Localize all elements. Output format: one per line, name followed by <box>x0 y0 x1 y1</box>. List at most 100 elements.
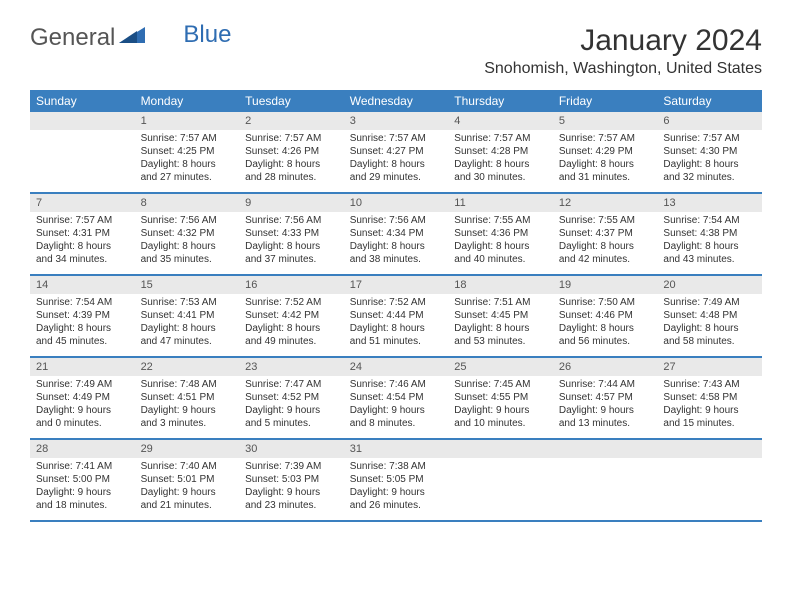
day-line: Sunrise: 7:54 AM <box>36 296 129 309</box>
day-body: Sunrise: 7:55 AMSunset: 4:37 PMDaylight:… <box>553 212 658 272</box>
day-body: Sunrise: 7:52 AMSunset: 4:44 PMDaylight:… <box>344 294 449 354</box>
day-cell: 20Sunrise: 7:49 AMSunset: 4:48 PMDayligh… <box>657 276 762 356</box>
day-number: 28 <box>30 440 135 458</box>
day-number: 25 <box>448 358 553 376</box>
week-row: 28Sunrise: 7:41 AMSunset: 5:00 PMDayligh… <box>30 440 762 522</box>
day-line: Daylight: 9 hours <box>245 486 338 499</box>
day-line: Daylight: 8 hours <box>663 322 756 335</box>
day-line: and 23 minutes. <box>245 499 338 512</box>
day-cell: 6Sunrise: 7:57 AMSunset: 4:30 PMDaylight… <box>657 112 762 192</box>
day-line: Sunrise: 7:38 AM <box>350 460 443 473</box>
day-cell: 16Sunrise: 7:52 AMSunset: 4:42 PMDayligh… <box>239 276 344 356</box>
day-line: Daylight: 9 hours <box>141 486 234 499</box>
day-line: Daylight: 8 hours <box>559 158 652 171</box>
day-line: Sunrise: 7:52 AM <box>245 296 338 309</box>
logo-text-general: General <box>30 24 115 52</box>
calendar: SundayMondayTuesdayWednesdayThursdayFrid… <box>30 90 762 522</box>
day-line: and 58 minutes. <box>663 335 756 348</box>
day-number: 17 <box>344 276 449 294</box>
day-line: and 31 minutes. <box>559 171 652 184</box>
day-header-cell: Tuesday <box>239 90 344 112</box>
day-body: Sunrise: 7:49 AMSunset: 4:48 PMDaylight:… <box>657 294 762 354</box>
day-line: Daylight: 8 hours <box>350 240 443 253</box>
day-body: Sunrise: 7:56 AMSunset: 4:32 PMDaylight:… <box>135 212 240 272</box>
day-cell: 22Sunrise: 7:48 AMSunset: 4:51 PMDayligh… <box>135 358 240 438</box>
day-cell: 26Sunrise: 7:44 AMSunset: 4:57 PMDayligh… <box>553 358 658 438</box>
day-body <box>30 130 135 138</box>
day-number: 13 <box>657 194 762 212</box>
day-line: and 28 minutes. <box>245 171 338 184</box>
day-header-cell: Saturday <box>657 90 762 112</box>
day-line: Sunset: 4:36 PM <box>454 227 547 240</box>
day-line: Sunset: 4:42 PM <box>245 309 338 322</box>
day-body: Sunrise: 7:54 AMSunset: 4:39 PMDaylight:… <box>30 294 135 354</box>
day-line: Sunset: 4:34 PM <box>350 227 443 240</box>
day-body: Sunrise: 7:57 AMSunset: 4:30 PMDaylight:… <box>657 130 762 190</box>
day-line: Sunset: 4:46 PM <box>559 309 652 322</box>
day-number: 1 <box>135 112 240 130</box>
day-header-cell: Wednesday <box>344 90 449 112</box>
day-line: Daylight: 8 hours <box>141 158 234 171</box>
day-line: and 37 minutes. <box>245 253 338 266</box>
day-cell: 15Sunrise: 7:53 AMSunset: 4:41 PMDayligh… <box>135 276 240 356</box>
logo-text-blue: Blue <box>183 21 231 49</box>
day-line: Daylight: 8 hours <box>454 322 547 335</box>
day-line: and 27 minutes. <box>141 171 234 184</box>
day-cell: 2Sunrise: 7:57 AMSunset: 4:26 PMDaylight… <box>239 112 344 192</box>
day-number: 27 <box>657 358 762 376</box>
day-line: Sunrise: 7:51 AM <box>454 296 547 309</box>
day-line: and 43 minutes. <box>663 253 756 266</box>
week-row: 14Sunrise: 7:54 AMSunset: 4:39 PMDayligh… <box>30 276 762 358</box>
day-line: and 5 minutes. <box>245 417 338 430</box>
week-row: 7Sunrise: 7:57 AMSunset: 4:31 PMDaylight… <box>30 194 762 276</box>
day-cell <box>657 440 762 520</box>
day-cell: 14Sunrise: 7:54 AMSunset: 4:39 PMDayligh… <box>30 276 135 356</box>
day-cell: 5Sunrise: 7:57 AMSunset: 4:29 PMDaylight… <box>553 112 658 192</box>
day-line: Daylight: 9 hours <box>350 486 443 499</box>
day-line: Sunset: 4:31 PM <box>36 227 129 240</box>
day-line: Sunrise: 7:48 AM <box>141 378 234 391</box>
day-line: Sunrise: 7:49 AM <box>663 296 756 309</box>
day-cell: 1Sunrise: 7:57 AMSunset: 4:25 PMDaylight… <box>135 112 240 192</box>
day-line: Sunset: 4:39 PM <box>36 309 129 322</box>
day-line: and 40 minutes. <box>454 253 547 266</box>
day-line: and 32 minutes. <box>663 171 756 184</box>
day-line: Sunset: 4:51 PM <box>141 391 234 404</box>
day-number <box>448 440 553 458</box>
day-line: Sunset: 4:41 PM <box>141 309 234 322</box>
day-line: Daylight: 8 hours <box>36 240 129 253</box>
day-line: Sunset: 4:32 PM <box>141 227 234 240</box>
day-body: Sunrise: 7:57 AMSunset: 4:26 PMDaylight:… <box>239 130 344 190</box>
day-line: Sunset: 4:27 PM <box>350 145 443 158</box>
day-line: Daylight: 8 hours <box>245 158 338 171</box>
day-line: Daylight: 9 hours <box>559 404 652 417</box>
day-line: and 34 minutes. <box>36 253 129 266</box>
day-line: Sunset: 5:03 PM <box>245 473 338 486</box>
day-body: Sunrise: 7:44 AMSunset: 4:57 PMDaylight:… <box>553 376 658 436</box>
day-body: Sunrise: 7:56 AMSunset: 4:34 PMDaylight:… <box>344 212 449 272</box>
day-cell: 12Sunrise: 7:55 AMSunset: 4:37 PMDayligh… <box>553 194 658 274</box>
day-line: Sunset: 4:44 PM <box>350 309 443 322</box>
week-row: 1Sunrise: 7:57 AMSunset: 4:25 PMDaylight… <box>30 112 762 194</box>
day-line: and 51 minutes. <box>350 335 443 348</box>
day-line: Sunset: 4:37 PM <box>559 227 652 240</box>
day-line: and 13 minutes. <box>559 417 652 430</box>
day-cell: 24Sunrise: 7:46 AMSunset: 4:54 PMDayligh… <box>344 358 449 438</box>
location: Snohomish, Washington, United States <box>484 60 762 78</box>
day-body: Sunrise: 7:39 AMSunset: 5:03 PMDaylight:… <box>239 458 344 518</box>
day-line: Daylight: 9 hours <box>245 404 338 417</box>
day-number: 2 <box>239 112 344 130</box>
day-number: 29 <box>135 440 240 458</box>
day-body: Sunrise: 7:51 AMSunset: 4:45 PMDaylight:… <box>448 294 553 354</box>
title-block: January 2024 Snohomish, Washington, Unit… <box>484 24 762 78</box>
day-body: Sunrise: 7:47 AMSunset: 4:52 PMDaylight:… <box>239 376 344 436</box>
day-body: Sunrise: 7:54 AMSunset: 4:38 PMDaylight:… <box>657 212 762 272</box>
day-number: 23 <box>239 358 344 376</box>
day-body: Sunrise: 7:57 AMSunset: 4:25 PMDaylight:… <box>135 130 240 190</box>
day-header-cell: Thursday <box>448 90 553 112</box>
day-cell: 17Sunrise: 7:52 AMSunset: 4:44 PMDayligh… <box>344 276 449 356</box>
day-cell: 21Sunrise: 7:49 AMSunset: 4:49 PMDayligh… <box>30 358 135 438</box>
day-body: Sunrise: 7:55 AMSunset: 4:36 PMDaylight:… <box>448 212 553 272</box>
day-line: Sunrise: 7:56 AM <box>245 214 338 227</box>
day-cell: 23Sunrise: 7:47 AMSunset: 4:52 PMDayligh… <box>239 358 344 438</box>
